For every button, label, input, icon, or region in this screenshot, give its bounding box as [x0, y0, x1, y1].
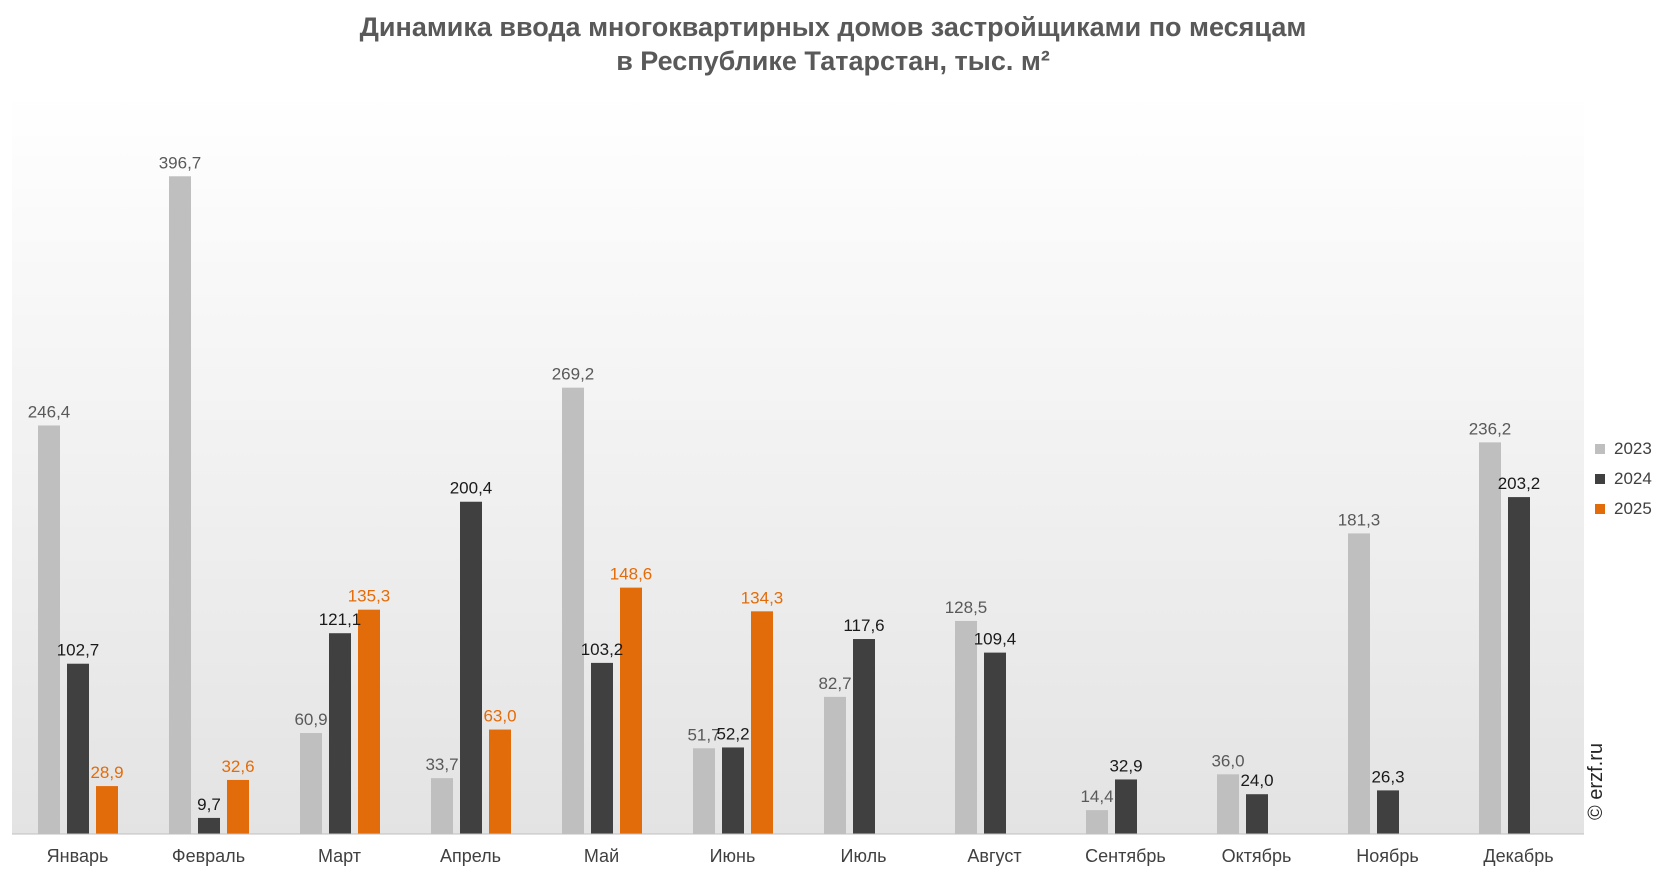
data-label-2024-jan: 102,7: [57, 641, 100, 660]
data-label-2025-may: 148,6: [610, 565, 653, 584]
data-label-2024-sep: 32,9: [1109, 756, 1142, 775]
legend-swatch-2023: [1595, 444, 1605, 454]
x-tick-label-feb: Февраль: [172, 846, 245, 866]
bar-2024-jan: [67, 663, 89, 834]
data-label-2024-nov: 26,3: [1371, 767, 1404, 786]
legend-label-2024: 2024: [1614, 469, 1652, 488]
x-tick-label-jul: Июль: [841, 846, 887, 866]
x-tick-label-mar: Март: [318, 846, 361, 866]
data-label-2024-jul: 117,6: [843, 616, 884, 635]
bar-2024-mar: [329, 633, 351, 834]
bar-2023-aug: [955, 620, 977, 834]
chart-title-line-1: Динамика ввода многоквартирных домов зас…: [359, 12, 1307, 42]
data-label-2023-jun: 51,7: [687, 725, 720, 744]
bar-2023-may: [562, 387, 584, 834]
data-label-2024-may: 103,2: [581, 640, 624, 659]
bar-2023-feb: [169, 176, 191, 835]
bar-2023-mar: [300, 733, 322, 834]
data-label-2024-mar: 121,1: [319, 610, 362, 629]
data-label-2024-aug: 109,4: [974, 630, 1017, 649]
bar-2024-dec: [1508, 497, 1530, 834]
data-label-2023-mar: 60,9: [294, 710, 327, 729]
data-label-2023-dec: 236,2: [1469, 419, 1512, 438]
bar-2023-jul: [824, 696, 846, 834]
data-label-2025-apr: 63,0: [483, 707, 516, 726]
chart-title: Динамика ввода многоквартирных домов зас…: [0, 10, 1666, 78]
bar-2023-apr: [431, 778, 453, 834]
bar-2023-oct: [1217, 774, 1239, 834]
bar-2023-sep: [1086, 810, 1108, 834]
x-tick-label-sep: Сентябрь: [1085, 846, 1166, 866]
data-label-2025-jan: 28,9: [90, 763, 123, 782]
data-label-2023-apr: 33,7: [425, 755, 458, 774]
chart-title-line-2: в Республике Татарстан, тыс. м²: [616, 46, 1050, 76]
legend-item-2025: 2025: [1595, 494, 1652, 524]
legend-item-2024: 2024: [1595, 464, 1652, 494]
bar-2024-apr: [460, 501, 482, 834]
data-label-2024-apr: 200,4: [450, 479, 493, 498]
bar-2025-jan: [96, 786, 118, 834]
data-label-2025-jun: 134,3: [741, 588, 784, 607]
bar-2024-sep: [1115, 779, 1137, 834]
x-tick-label-dec: Декабрь: [1483, 846, 1553, 866]
data-label-2023-oct: 36,0: [1211, 751, 1244, 770]
bar-2023-nov: [1348, 533, 1370, 834]
bar-2024-may: [591, 662, 613, 834]
x-tick-label-jun: Июнь: [710, 846, 756, 866]
x-tick-label-aug: Август: [967, 846, 1021, 866]
bar-2024-oct: [1246, 794, 1268, 834]
data-label-2023-nov: 181,3: [1338, 510, 1381, 529]
bar-2024-jul: [853, 639, 875, 834]
bar-2023-dec: [1479, 442, 1501, 834]
data-label-2025-feb: 32,6: [221, 757, 254, 776]
bar-2024-aug: [984, 652, 1006, 834]
legend-swatch-2024: [1595, 474, 1605, 484]
bar-2025-mar: [358, 609, 380, 834]
x-tick-label-may: Май: [584, 846, 619, 866]
data-label-2023-aug: 128,5: [945, 598, 988, 617]
legend-label-2025: 2025: [1614, 499, 1652, 518]
data-label-2023-sep: 14,4: [1080, 787, 1113, 806]
data-label-2024-oct: 24,0: [1240, 771, 1273, 790]
source-credit: © erzf.ru: [1585, 743, 1607, 820]
bar-2025-jun: [751, 611, 773, 834]
x-tick-label-jan: Январь: [47, 846, 109, 866]
legend-swatch-2025: [1595, 504, 1605, 514]
data-label-2023-jul: 82,7: [818, 674, 851, 693]
legend-item-2023: 2023: [1595, 434, 1652, 464]
bar-2025-may: [620, 587, 642, 834]
data-label-2023-jan: 246,4: [28, 402, 71, 421]
x-tick-label-oct: Октябрь: [1222, 846, 1292, 866]
bar-2023-jan: [38, 425, 60, 834]
x-tick-label-nov: Ноябрь: [1356, 846, 1418, 866]
bar-2025-feb: [227, 779, 249, 834]
bar-2024-jun: [722, 747, 744, 834]
bar-2023-jun: [693, 748, 715, 834]
bar-2025-apr: [489, 729, 511, 834]
legend: 2023 2024 2025: [1595, 434, 1652, 524]
data-label-2024-jun: 52,2: [716, 724, 749, 743]
bar-2024-nov: [1377, 790, 1399, 834]
x-tick-label-apr: Апрель: [440, 846, 501, 866]
data-label-2023-feb: 396,7: [159, 153, 202, 172]
bar-2024-feb: [198, 817, 220, 834]
data-label-2023-may: 269,2: [552, 365, 595, 384]
legend-label-2023: 2023: [1614, 439, 1652, 458]
data-labels-layer: 246,4 102,7 28,9 396,7 9,732,6 60,9 121,1 135,3…: [28, 153, 1541, 814]
data-label-2025-mar: 135,3: [348, 587, 391, 606]
bars-layer: [38, 176, 1530, 835]
x-tick-labels-layer: Январь Февраль Март Апрель Май Июнь Июль Август…: [47, 846, 1554, 866]
data-label-2024-feb: 9,7: [197, 795, 221, 814]
plot-area-background: [12, 93, 1584, 834]
data-label-2024-dec: 203,2: [1498, 474, 1541, 493]
